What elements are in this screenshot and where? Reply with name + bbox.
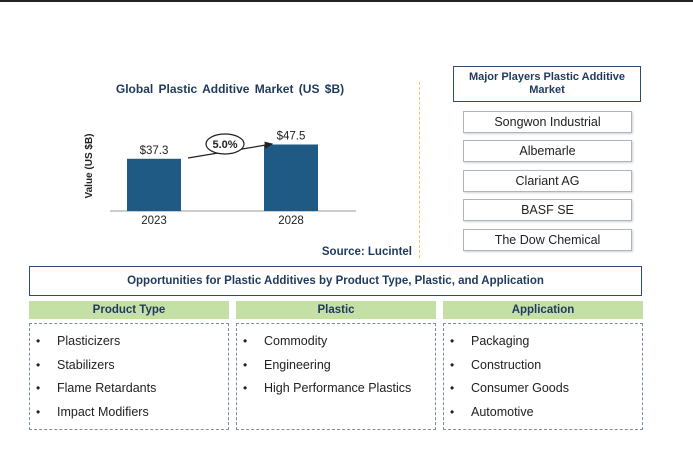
player-name: BASF SE (521, 203, 574, 217)
players-header: Major Players Plastic Additive Market (453, 66, 641, 102)
column-header-plastic: Plastic (236, 301, 436, 319)
bar-2023 (127, 158, 181, 211)
players-title: Major Players Plastic Additive Market (468, 71, 626, 96)
top-border (0, 0, 693, 2)
column-header-label: Application (511, 304, 575, 316)
bar-2028 (264, 144, 318, 211)
list-item: Plasticizers (30, 332, 228, 356)
player-box: BASF SE (463, 199, 632, 221)
player-box: The Dow Chemical (463, 229, 632, 251)
list-item: Packaging (444, 332, 642, 356)
list-item: Commodity (237, 332, 435, 356)
growth-label: 5.0% (212, 139, 237, 151)
y-axis-label: Value (US $B) (84, 133, 95, 198)
list-item: Engineering (237, 356, 435, 380)
player-name: Songwon Industrial (494, 115, 601, 129)
column-header-product-type: Product Type (29, 301, 229, 319)
chart-title: Global Plastic Additive Market (US $B) (115, 82, 345, 96)
player-name: The Dow Chemical (494, 233, 601, 247)
plastic-list: Commodity Engineering High Performance P… (237, 324, 435, 403)
x-tick-label-2023: 2023 (141, 215, 167, 227)
growth-annotation: 5.0% (187, 133, 274, 159)
player-box: Songwon Industrial (463, 111, 632, 133)
bar-chart: Value (US $B) $37.3 2023 $47.5 2028 5.0% (84, 131, 356, 227)
column-header-label: Product Type (92, 304, 166, 316)
growth-ellipse (205, 133, 245, 155)
product-type-list: Plasticizers Stabilizers Flame Retardant… (30, 324, 228, 426)
list-item: Construction (444, 356, 642, 380)
value-label-2023: $37.3 (140, 145, 169, 157)
x-tick-label-2028: 2028 (278, 215, 304, 227)
player-name: Albemarle (519, 144, 576, 158)
opportunities-header: Opportunities for Plastic Additives by P… (29, 266, 642, 296)
list-item: Flame Retardants (30, 379, 228, 403)
application-list: Packaging Construction Consumer Goods Au… (444, 324, 642, 426)
list-item: Impact Modifiers (30, 403, 228, 427)
list-item: Stabilizers (30, 356, 228, 380)
player-name: Clariant AG (515, 174, 580, 188)
list-item: Consumer Goods (444, 379, 642, 403)
vertical-divider (419, 82, 420, 258)
list-item: Automotive (444, 403, 642, 427)
opportunities-title: Opportunities for Plastic Additives by P… (127, 275, 544, 287)
column-box-application: Packaging Construction Consumer Goods Au… (443, 323, 643, 430)
value-label-2028: $47.5 (277, 131, 306, 143)
list-item: High Performance Plastics (237, 379, 435, 403)
column-header-label: Plastic (317, 304, 355, 316)
column-box-plastic: Commodity Engineering High Performance P… (236, 323, 436, 430)
player-box: Albemarle (463, 140, 632, 162)
column-box-product-type: Plasticizers Stabilizers Flame Retardant… (29, 323, 229, 430)
column-header-application: Application (443, 301, 643, 319)
player-box: Clariant AG (463, 170, 632, 192)
chart-source: Source: Lucintel (321, 246, 412, 258)
